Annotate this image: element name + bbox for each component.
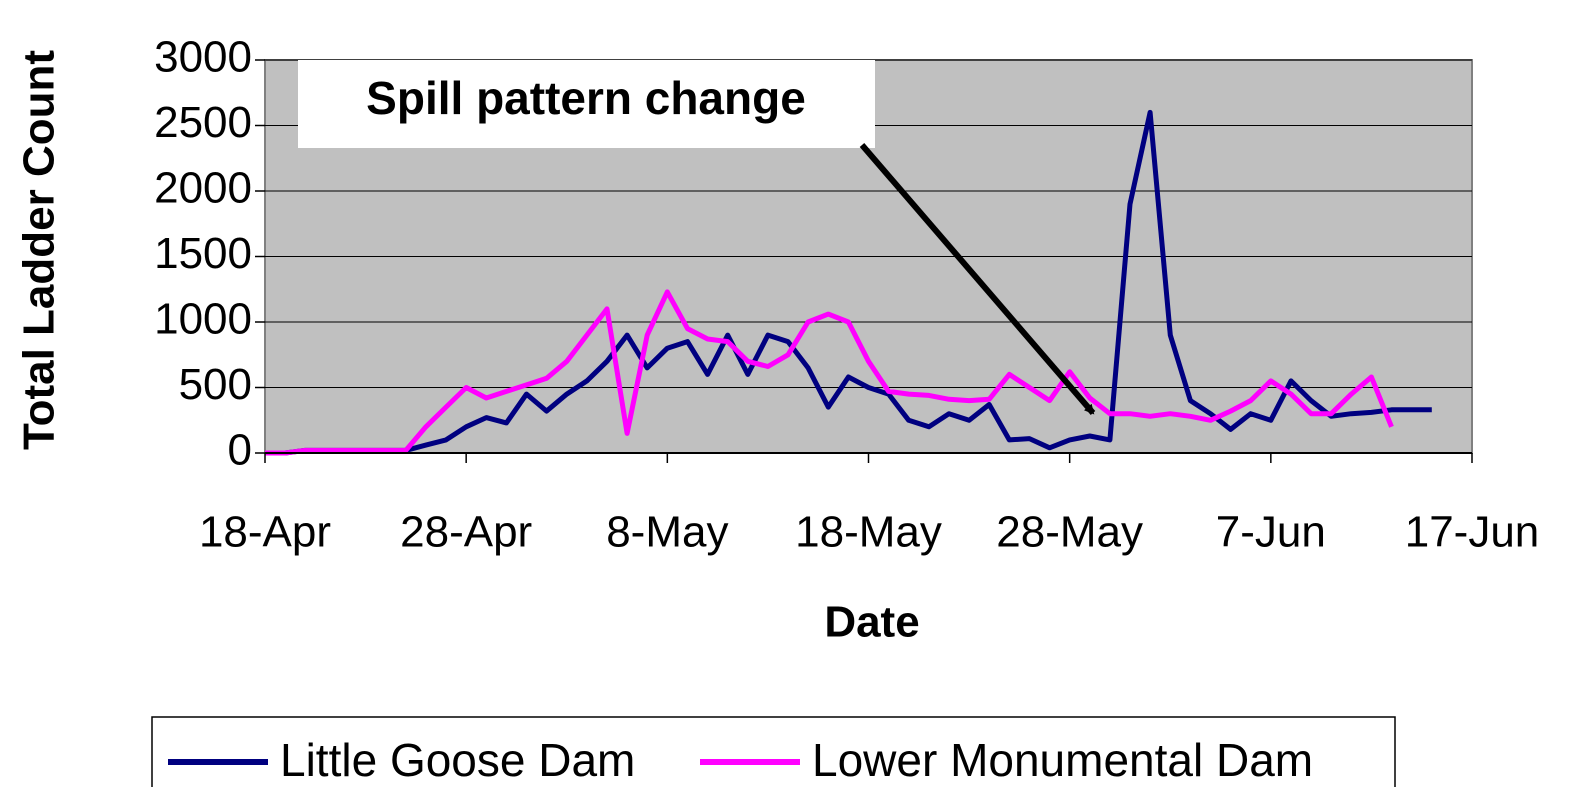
y-tick-label: 2000	[154, 164, 252, 213]
x-tick-label: 18-May	[795, 508, 942, 557]
y-tick-label: 0	[228, 426, 252, 475]
series-line	[265, 289, 1394, 456]
legend-label: Lower Monumental Dam	[812, 734, 1313, 786]
x-tick-label: 7-Jun	[1216, 508, 1326, 557]
annotation-arrow	[859, 143, 1096, 415]
x-tick-label: 28-Apr	[400, 508, 532, 557]
legend-label: Little Goose Dam	[280, 734, 635, 786]
y-axis-label: Total Ladder Count	[15, 50, 64, 450]
x-axis-label: Date	[824, 598, 919, 647]
x-tick-label: 8-May	[606, 508, 728, 557]
x-tick-label: 17-Jun	[1405, 508, 1540, 557]
annotation-box	[298, 60, 875, 148]
x-tick-label: 28-May	[996, 508, 1143, 557]
x-tick-label: 18-Apr	[199, 508, 331, 557]
series-line	[265, 109, 1432, 456]
y-tick-label: 2500	[154, 98, 252, 147]
legend	[151, 716, 1396, 792]
y-tick-label: 3000	[154, 33, 252, 82]
y-tick-label: 1500	[154, 229, 252, 278]
y-tick-label: 500	[179, 360, 252, 409]
annotation: Spill pattern change	[366, 72, 806, 124]
y-tick-label: 1000	[154, 295, 252, 344]
